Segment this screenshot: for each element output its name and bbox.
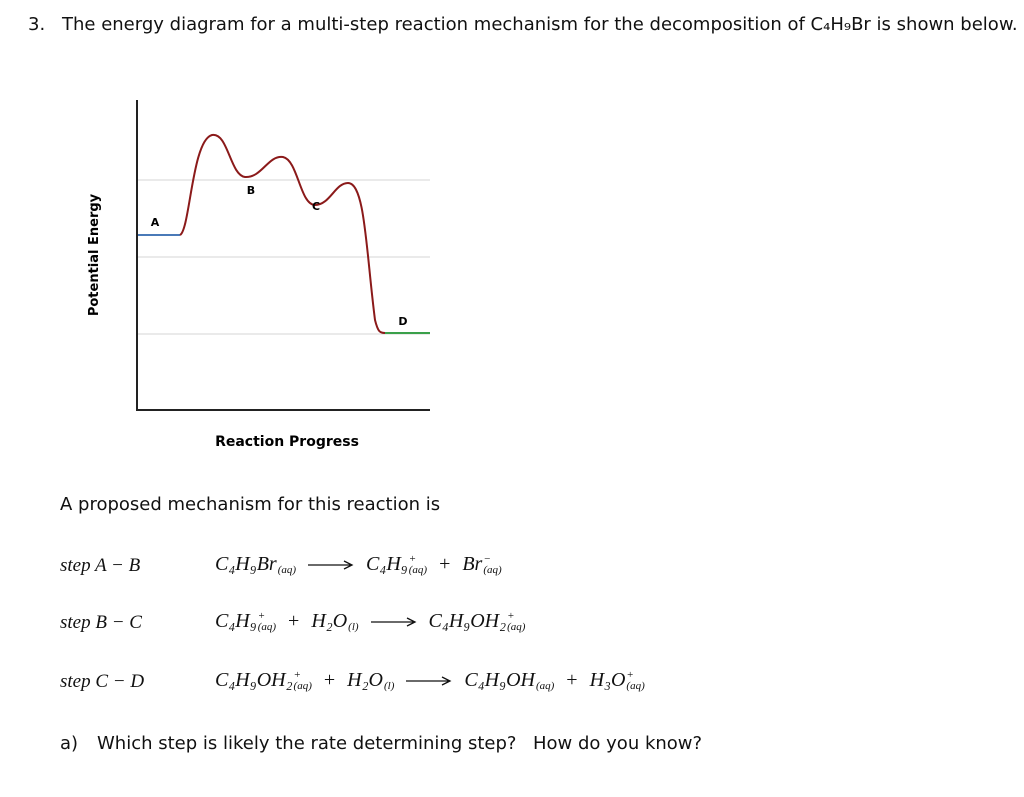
equation: C₄H₉ + (aq) + H₂O (l) C₄H₉OH₂ + (aq) <box>215 610 525 633</box>
charge-state: − (aq) <box>483 552 502 576</box>
formula: H₃O <box>589 669 626 691</box>
part-follow-up: How do you know? <box>533 733 703 754</box>
species: C₄H₉Br (aq) <box>215 553 296 576</box>
energy-curve <box>179 133 386 334</box>
plus-sign: + <box>288 610 300 632</box>
point-label: C <box>312 200 320 213</box>
formula: C₄H₉ <box>366 553 408 575</box>
formula: C₄H₉Br <box>215 553 277 575</box>
charge <box>348 611 358 622</box>
point-label: A <box>151 216 160 229</box>
charge: − <box>483 552 491 565</box>
reaction-arrow <box>370 616 417 627</box>
point-label: D <box>398 315 407 328</box>
species: C₄H₉OH₂ + (aq) <box>215 669 312 692</box>
state: (l) <box>383 679 395 692</box>
question-text: The energy diagram for a multi-step reac… <box>62 14 1018 35</box>
plus-sign: + <box>439 553 451 575</box>
formula: C₄H₉OH₂ <box>428 610 507 632</box>
charge-state: (l) <box>384 670 394 692</box>
formula: C₄H₉ <box>215 610 257 632</box>
charge <box>384 670 394 681</box>
reaction-arrow <box>308 559 354 570</box>
axes <box>136 100 430 411</box>
grid <box>137 179 430 335</box>
charge-state: + (aq) <box>408 552 428 576</box>
energy-diagram: A B C D Reaction Progress Potential Ener… <box>87 100 430 450</box>
charge: + <box>507 609 515 622</box>
y-axis-label: Potential Energy <box>87 193 102 316</box>
state: (aq) <box>626 679 645 692</box>
state: (aq) <box>293 679 312 692</box>
part-question: Which step is likely the rate determinin… <box>97 733 517 754</box>
charge-state: + (aq) <box>626 668 645 692</box>
state: (aq) <box>408 563 428 576</box>
species: H₂O (l) <box>347 669 394 692</box>
equation: C₄H₉OH₂ + (aq) + H₂O (l) C₄H₉OH (aq) + H₃O + (aq) <box>215 669 645 692</box>
charge: + <box>626 668 634 681</box>
charge-state: (aq) <box>536 670 554 692</box>
formula: H₂O <box>347 669 383 691</box>
formula: C₄H₉OH <box>464 669 535 691</box>
species: C₄H₉ + (aq) <box>366 553 427 576</box>
x-axis-label: Reaction Progress <box>215 434 359 450</box>
point-label: B <box>247 184 255 197</box>
part-letter: a) <box>60 733 79 754</box>
species: H₂O (l) <box>311 610 358 633</box>
formula: H₂O <box>311 610 348 632</box>
state: (aq) <box>277 563 297 576</box>
charge <box>278 554 296 565</box>
equation: C₄H₉Br (aq) C₄H₉ + (aq) + Br − (aq) <box>215 553 502 576</box>
species: C₄H₉OH (aq) <box>464 669 554 692</box>
state: (aq) <box>257 620 277 633</box>
state: (aq) <box>483 563 502 576</box>
state: (aq) <box>507 620 526 633</box>
plus-sign: + <box>566 669 578 691</box>
species: H₃O + (aq) <box>590 669 645 692</box>
question-number: 3. <box>28 14 46 35</box>
reaction-arrow <box>406 675 452 686</box>
charge <box>536 670 554 681</box>
charge: + <box>408 552 417 565</box>
step-label: step A − B <box>60 555 141 576</box>
species: C₄H₉ + (aq) <box>215 610 276 633</box>
charge-state: (aq) <box>278 554 296 576</box>
species: Br − (aq) <box>462 553 501 576</box>
charge-state: + (aq) <box>293 668 312 692</box>
formula: Br <box>462 553 483 575</box>
state: (aq) <box>535 679 555 692</box>
charge-state: + (aq) <box>507 609 526 633</box>
step-label: step C − D <box>60 671 145 692</box>
formula: C₄H₉OH₂ <box>215 669 293 691</box>
state: (l) <box>348 620 359 633</box>
species: C₄H₉OH₂ + (aq) <box>429 610 526 633</box>
step-label: step B − C <box>60 612 142 633</box>
charge-state: (l) <box>348 611 358 633</box>
charge: + <box>293 668 301 681</box>
intro-text: A proposed mechanism for this reaction i… <box>60 494 441 515</box>
charge-state: + (aq) <box>257 609 277 633</box>
plus-sign: + <box>323 669 336 691</box>
charge: + <box>257 609 266 622</box>
